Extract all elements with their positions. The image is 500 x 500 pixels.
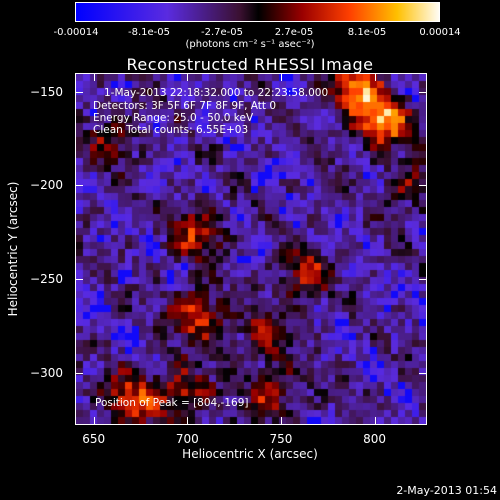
y-tick-mark xyxy=(419,372,427,374)
y-tick-label: −250 xyxy=(30,271,63,286)
colorbar-tick-label: -0.00014 xyxy=(53,27,99,38)
y-tick-label: −300 xyxy=(30,365,63,380)
colorbar-tick-label: 8.1e-05 xyxy=(347,27,387,38)
chart-title: Reconstructed RHESSI Image xyxy=(126,55,374,74)
x-tick-mark xyxy=(93,73,95,81)
info-time-range: 1-May-2013 22:18:32.000 to 22:23:58.000 xyxy=(104,87,329,99)
x-tick-mark xyxy=(374,73,376,81)
x-tick-label: 700 xyxy=(175,432,199,446)
colorbar-tick-label: 0.00014 xyxy=(419,27,461,38)
x-tick-mark xyxy=(187,417,189,425)
date-stamp: 2-May-2013 01:54 xyxy=(396,484,497,497)
colorbar-tick-label: -2.7e-05 xyxy=(201,27,243,38)
y-tick-mark xyxy=(75,372,83,374)
x-axis-label: Heliocentric X (arcsec) xyxy=(182,447,318,461)
x-tick-label: 750 xyxy=(269,432,293,446)
x-tick-mark xyxy=(187,73,189,81)
x-tick-mark xyxy=(280,73,282,81)
x-tick-label: 800 xyxy=(363,432,387,446)
y-tick-mark xyxy=(75,185,83,187)
plot-area: 1-May-2013 22:18:32.000 to 22:23:58.000 … xyxy=(75,73,427,425)
y-tick-label: −150 xyxy=(30,84,63,99)
x-tick-mark xyxy=(374,417,376,425)
heatmap-image xyxy=(76,74,426,424)
x-tick-mark xyxy=(280,417,282,425)
info-energy-range: Energy Range: 25.0 - 50.0 keV xyxy=(93,112,254,124)
x-tick-mark xyxy=(93,417,95,425)
y-tick-mark xyxy=(419,278,427,280)
info-peak-position: Position of Peak = [804,-169] xyxy=(95,397,249,409)
info-clean-counts: Clean Total counts: 6.55E+03 xyxy=(93,124,249,136)
y-tick-mark xyxy=(419,185,427,187)
colorbar xyxy=(75,2,440,22)
colorbar-tick-label: 2.7e-05 xyxy=(274,27,314,38)
x-tick-label: 650 xyxy=(82,432,106,446)
y-axis-label: Heliocentric Y (arcsec) xyxy=(6,181,20,317)
colorbar-tick-label: -8.1e-05 xyxy=(128,27,170,38)
y-tick-mark xyxy=(75,91,83,93)
y-tick-mark xyxy=(75,278,83,280)
y-tick-label: −200 xyxy=(30,178,63,193)
info-detectors: Detectors: 3F 5F 6F 7F 8F 9F, Att 0 xyxy=(93,100,277,112)
y-tick-mark xyxy=(419,91,427,93)
colorbar-units: (photons cm⁻² s⁻¹ asec⁻²) xyxy=(185,39,315,50)
